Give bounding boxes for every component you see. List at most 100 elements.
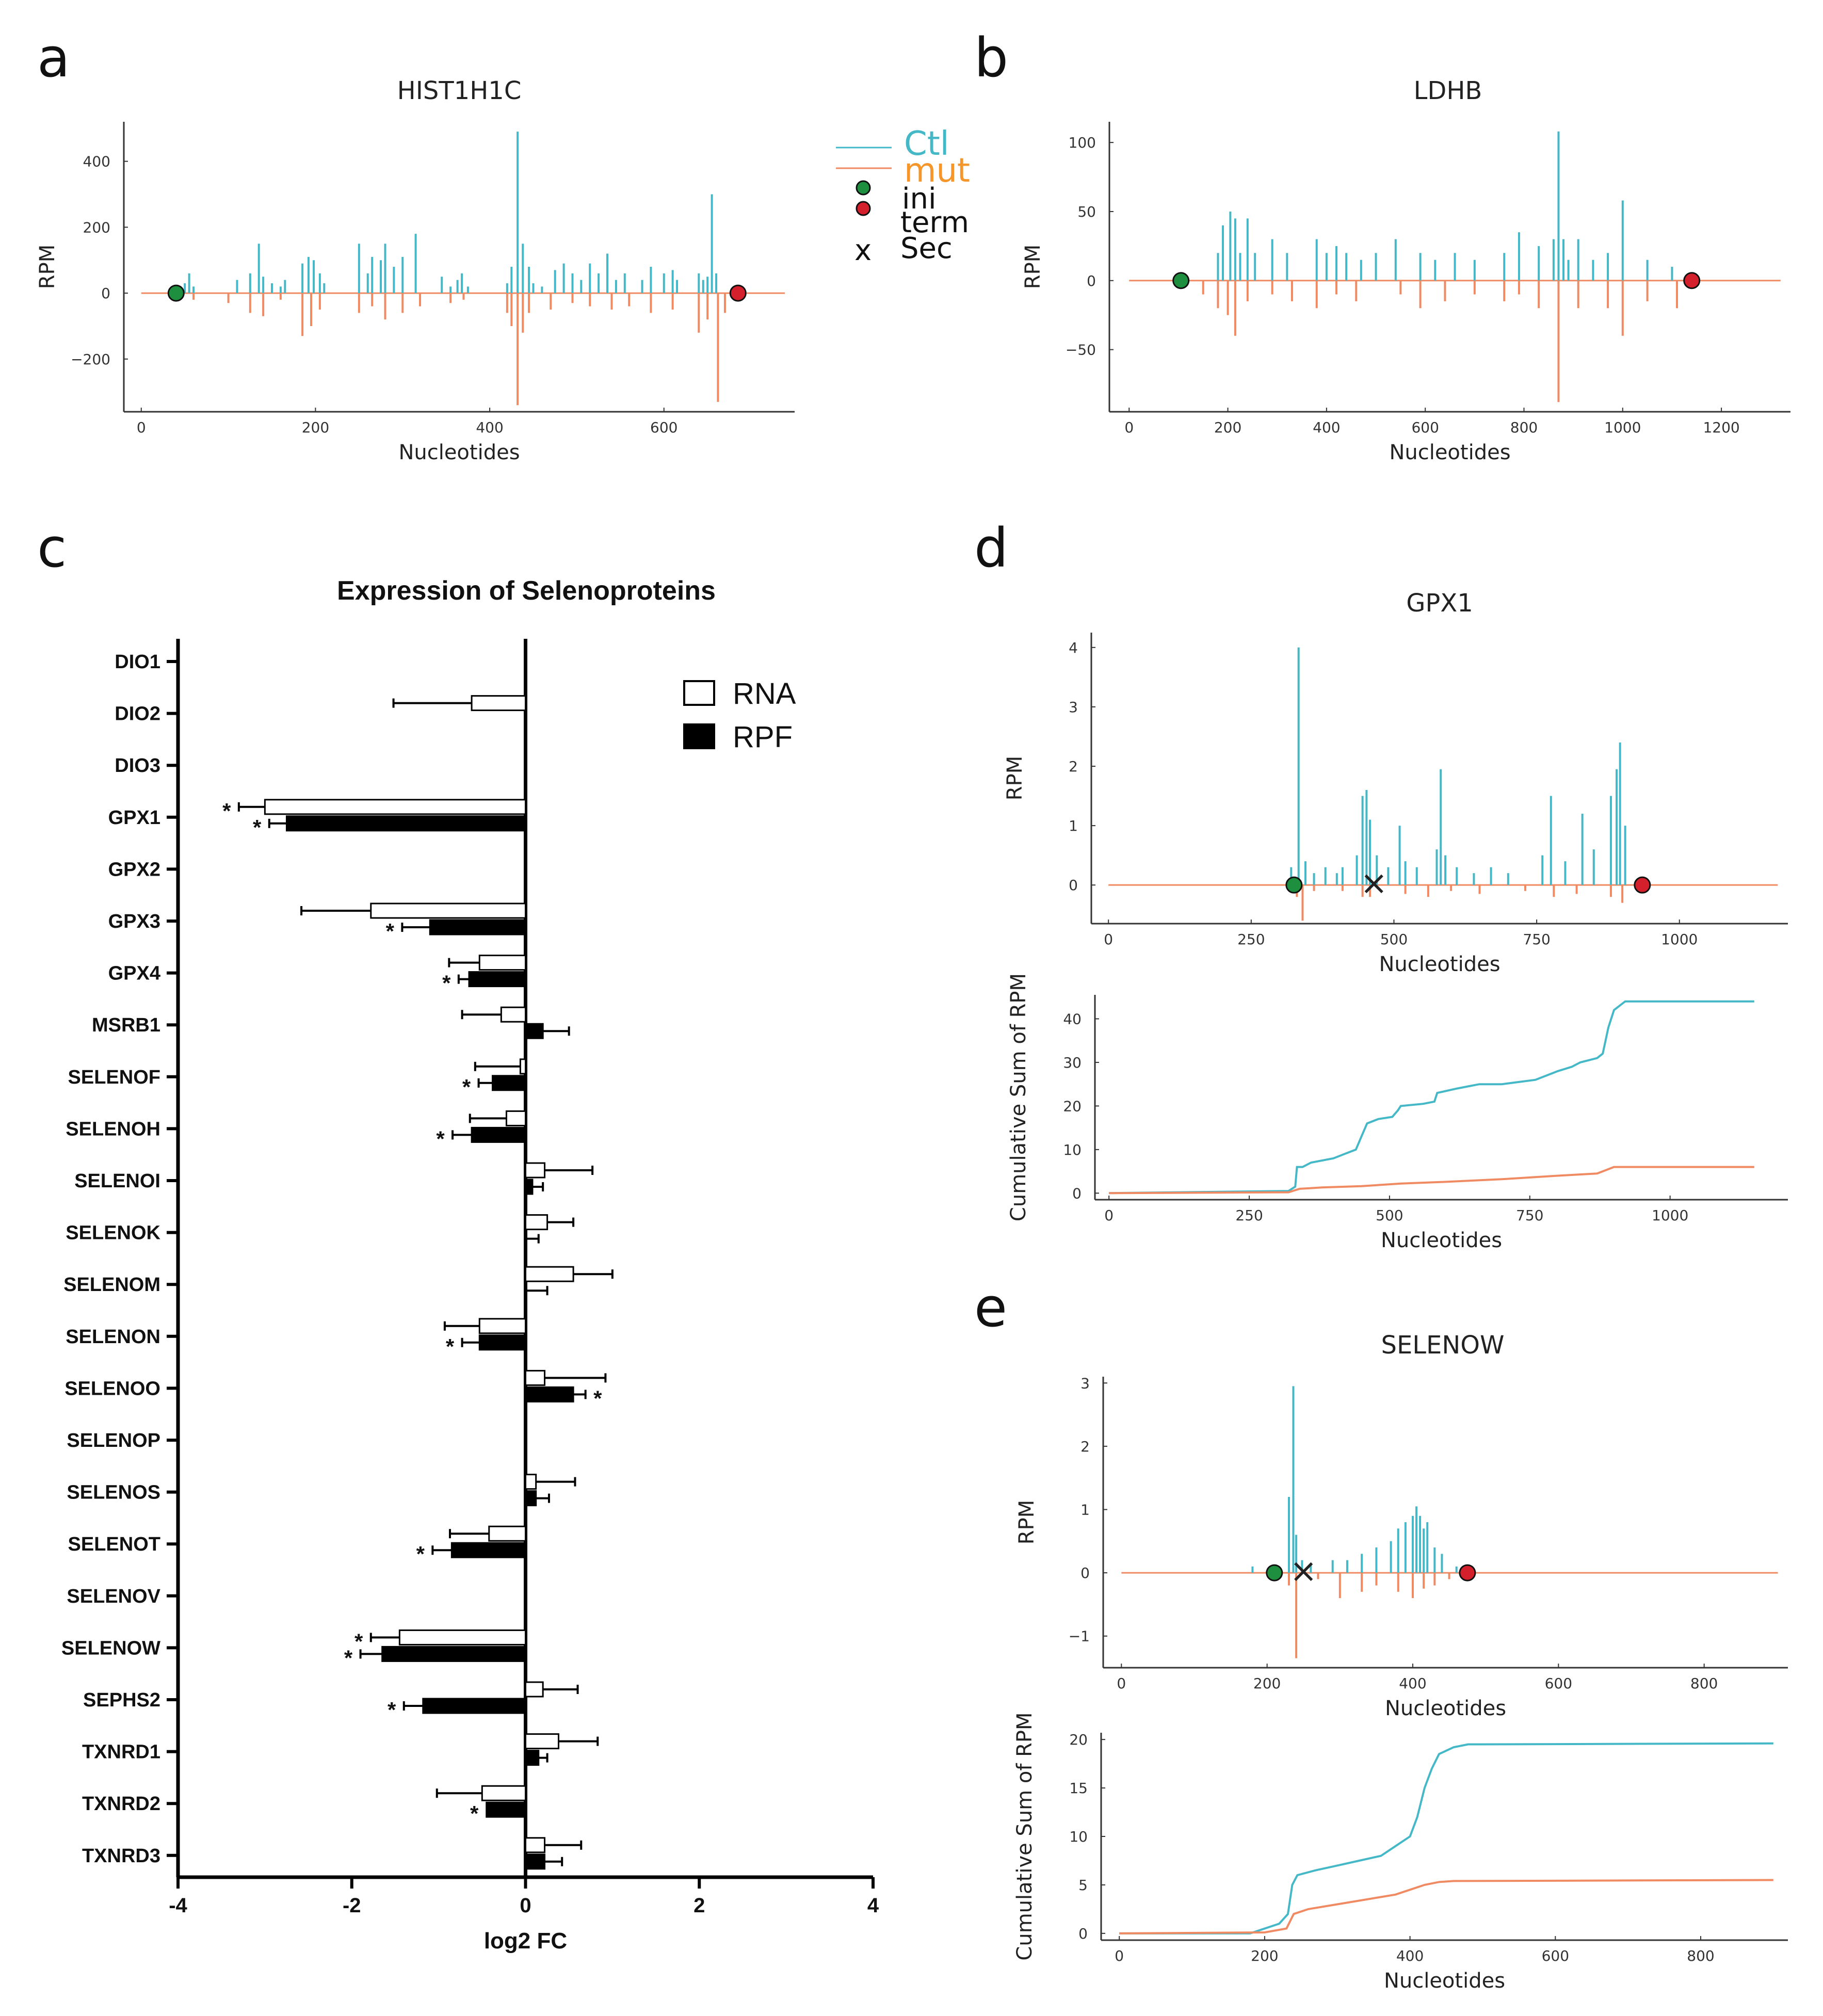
c-category-label: DIO2 [115, 703, 160, 725]
c-category-label: SELENOO [64, 1378, 160, 1399]
e-cumsum-y-tick-label: 5 [1078, 1877, 1088, 1894]
e-profile-x-tick-label: 400 [1399, 1675, 1426, 1692]
d-profile-x-tick-label: 1000 [1661, 931, 1698, 948]
c-category-label: TXNRD1 [82, 1741, 160, 1763]
c-category-label: SELENOT [68, 1534, 160, 1555]
c-bar-rpf [471, 1126, 526, 1143]
e-cumsum-x-label: Nucleotides [1384, 1969, 1505, 1993]
e-profile-y-tick-label: 2 [1080, 1438, 1090, 1455]
b-x-tick-label: 400 [1313, 419, 1340, 436]
d-cumsum-y-tick-label: 10 [1063, 1141, 1082, 1158]
c-category-label: SELENOS [67, 1482, 160, 1504]
c-category-label: SEPHS2 [83, 1689, 160, 1711]
d-profile-title: GPX1 [1406, 589, 1473, 618]
d-profile-ini-marker [1285, 876, 1303, 894]
e-profile-x-tick-label: 0 [1117, 1675, 1126, 1692]
c-bar-rna [264, 799, 526, 815]
c-bar-rna [525, 1733, 559, 1750]
c-bar-rna [525, 1474, 537, 1490]
e-profile-y-label: RPM [1015, 1500, 1039, 1544]
c-bar-rna [471, 695, 526, 712]
legend-rpf-label: RPF [733, 720, 793, 754]
d-cumsum-y-label: Cumulative Sum of RPM [1007, 973, 1030, 1221]
e-cumsum-x-tick-label: 0 [1115, 1947, 1124, 1964]
a-x-label: Nucleotides [398, 441, 520, 464]
d-profile-sec-marker: × [1360, 864, 1388, 902]
legend-rpf-swatch [683, 723, 715, 749]
e-cumsum-y-tick-label: 10 [1069, 1828, 1088, 1845]
chart-a: 0 200 400 600 −200 0 200 400 Nucleotides RPM HIST1… [36, 76, 795, 464]
panel-label-d: d [974, 517, 1008, 579]
e-cumsum-y-label: Cumulative Sum of RPM [1013, 1712, 1037, 1960]
c-bar-rpf [525, 1023, 544, 1039]
chart-d-cumsum: 0 250 500 750 1000 0 10 20 30 40 Nucleotides Cumula… [1007, 973, 1788, 1252]
d-cumsum-y-tick-label: 20 [1063, 1098, 1082, 1115]
c-category-label: GPX4 [108, 963, 160, 985]
panel-label-b: b [974, 26, 1008, 89]
legend-mut-label: mut [904, 152, 970, 190]
c-category-label: DIO3 [115, 755, 160, 777]
c-significance-marker: * [436, 1126, 445, 1151]
d-cumsum-x-tick-label: 1000 [1652, 1207, 1688, 1224]
barchart-title: Expression of Selenoproteins [337, 576, 716, 606]
c-x-tick-label: 2 [693, 1894, 705, 1917]
c-bar-rna [525, 1681, 544, 1698]
c-bar-rpf [525, 1853, 546, 1870]
b-x-label: Nucleotides [1389, 441, 1510, 464]
c-category-label: GPX3 [108, 911, 160, 932]
c-bar-rna [500, 1006, 526, 1023]
a-x-tick-label: 400 [476, 419, 503, 436]
c-bar-rna [478, 1318, 526, 1334]
c-significance-marker: * [344, 1646, 353, 1670]
b-x-tick-label: 600 [1411, 419, 1439, 436]
c-category-label: TXNRD2 [82, 1793, 160, 1815]
a-title: HIST1H1C [397, 76, 522, 105]
e-profile-ini-marker [1266, 1564, 1283, 1582]
c-bar-rpf [492, 1075, 527, 1091]
e-profile-x-tick-label: 800 [1690, 1675, 1718, 1692]
d-profile-x-tick-label: 750 [1523, 931, 1550, 948]
chart-e-profile: 0 200 400 600 800 −1 0 1 2 3 Nucleotides RPM SELENOW… [1015, 1331, 1788, 1720]
d-profile-y-tick-label: 1 [1069, 817, 1078, 834]
e-cumsum-y-tick-label: 15 [1069, 1780, 1088, 1797]
d-profile-x-tick-label: 250 [1237, 931, 1265, 948]
c-significance-marker: * [470, 1801, 479, 1826]
c-bar-rpf [285, 815, 526, 832]
c-bar-rna [398, 1629, 527, 1646]
c-significance-marker: * [462, 1075, 471, 1099]
d-profile-y-tick-label: 3 [1069, 699, 1078, 716]
c-category-label: SELENOV [67, 1586, 160, 1607]
legend-sec-marker: x [854, 234, 872, 267]
c-significance-marker: * [593, 1386, 602, 1410]
c-bar-rna [525, 1266, 574, 1282]
c-category-label: SELENOF [68, 1067, 160, 1088]
c-bar-rpf [422, 1698, 526, 1714]
c-bar-rpf [450, 1542, 526, 1558]
a-y-label: RPM [36, 245, 59, 289]
c-category-label: SELENOK [66, 1222, 160, 1244]
c-bar-rna [488, 1525, 526, 1542]
charts-layer: 0 200 400 600−2000200400NucleotidesRPMHIST1… [36, 76, 1790, 1993]
panel-label-e: e [974, 1276, 1007, 1339]
d-profile-y-label: RPM [1003, 756, 1027, 800]
e-profile-y-tick-label: 1 [1080, 1501, 1090, 1518]
b-ini-marker [1172, 272, 1190, 289]
c-bar-rpf [525, 1490, 537, 1507]
c-x-label: log2 FC [484, 1928, 567, 1954]
d-cumsum-y-tick-label: 30 [1063, 1054, 1082, 1071]
d-profile-x-tick-label: 500 [1380, 931, 1408, 948]
e-profile-sec-marker: × [1289, 1552, 1317, 1590]
d-profile-y-tick-label: 0 [1069, 877, 1078, 894]
c-category-label: GPX1 [108, 807, 160, 829]
d-cumsum-x-tick-label: 500 [1376, 1207, 1403, 1224]
b-y-tick-label: −50 [1066, 342, 1096, 359]
c-x-tick-label: -2 [343, 1894, 361, 1917]
d-cumsum-x-label: Nucleotides [1381, 1229, 1502, 1252]
c-category-label: DIO1 [115, 651, 160, 673]
c-significance-marker: * [386, 919, 395, 943]
b-title: LDHB [1414, 76, 1482, 105]
e-cumsum-x-tick-label: 800 [1687, 1947, 1714, 1964]
c-x-tick-label: -4 [169, 1894, 187, 1917]
